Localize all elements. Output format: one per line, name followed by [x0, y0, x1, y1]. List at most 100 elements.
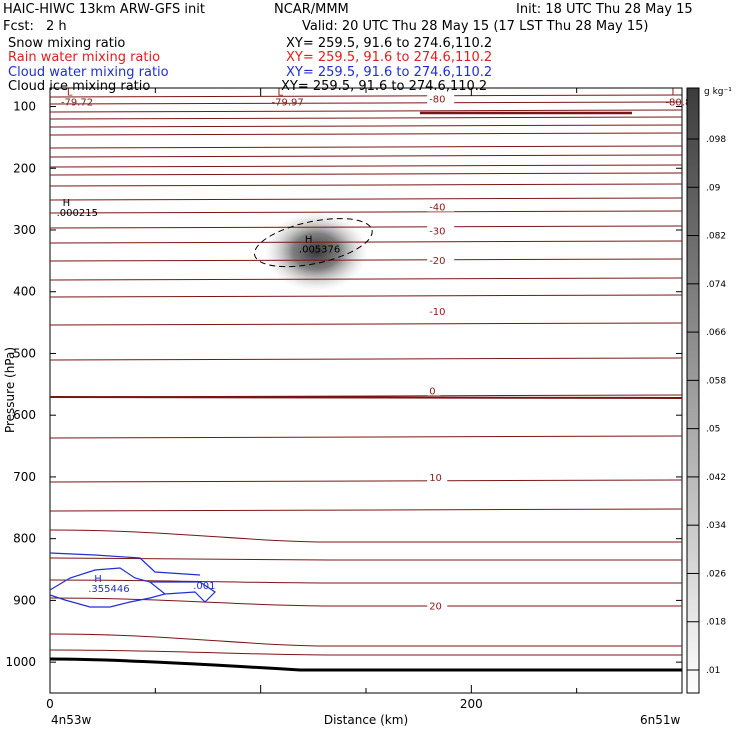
x-start-label: 4n53w [51, 713, 92, 727]
field-name-rain: Rain water mixing ratio [8, 50, 161, 65]
field-name-cloud-ice: Cloud ice mixing ratio [8, 79, 151, 94]
cloud-water-contour [150, 581, 216, 603]
field-xy-rain: XY= 259.5, 91.6 to 274.6,110.2 [286, 50, 493, 65]
marker-value: .355446 [88, 584, 129, 595]
y-tick-label: 200 [13, 161, 36, 175]
temperature-isotherm [49, 322, 683, 326]
colorbar-tick-label: .098 [706, 135, 726, 145]
temperature-isotherm [49, 101, 683, 105]
fcst-value: 2 h [46, 19, 67, 34]
field-xy-cloud-water: XY= 259.5, 91.6 to 274.6,110.2 [286, 65, 493, 80]
chart-title: HAIC-HIWC 13km ARW-GFS init [3, 2, 205, 17]
temperature-isotherm [49, 479, 683, 483]
y-tick-label: 400 [13, 285, 36, 299]
contour-label-bg [427, 254, 455, 266]
temperature-isotherm [49, 154, 683, 158]
contour-label-bg [427, 470, 448, 482]
temperature-isotherm [49, 116, 683, 120]
x-axis-label: Distance (km) [324, 713, 408, 727]
field-name-snow: Snow mixing ratio [8, 36, 126, 51]
colorbar-tick-label: .082 [706, 232, 726, 242]
cloud-water-contour [49, 552, 201, 576]
contour-label: -20 [429, 256, 445, 267]
contour-label: -30 [429, 227, 445, 238]
marker-letter: H [305, 234, 313, 245]
marker-letter: L [67, 87, 73, 98]
colorbar-tick-label: .018 [706, 618, 726, 628]
org-label: NCAR/MMM [274, 2, 349, 17]
contour-label: 10 [429, 473, 442, 484]
y-tick-label: 700 [13, 470, 36, 484]
temperature-isotherm [49, 183, 683, 187]
mixing-ratio-contours: .001 [49, 218, 373, 608]
cloud-water-contour-label: .001 [193, 581, 215, 592]
temperature-contours: -80 -40 -30 -20 -10 0 10 20 [49, 92, 683, 672]
temperature-isotherm [49, 109, 683, 113]
marker-value: .005376 [299, 244, 340, 255]
marker-value: -79.97 [272, 97, 304, 108]
temperature-isotherm [49, 277, 683, 281]
temperature-isotherm [49, 508, 683, 512]
temperature-isotherm [49, 258, 683, 262]
temperature-isotherm [49, 164, 683, 168]
temperature-isotherm-low [49, 633, 682, 647]
temperature-isotherm [49, 197, 683, 201]
y-tick-label: 1000 [5, 655, 36, 669]
temperature-isotherm [49, 240, 683, 244]
marker-letter: H [94, 574, 102, 585]
marker-letter: L [671, 87, 677, 98]
contour-label-bg [427, 304, 455, 316]
cloud-ice-contour [253, 218, 373, 268]
x-tick-label: 200 [460, 697, 483, 711]
y-tick-label: 100 [13, 100, 36, 114]
y-axis-label: Pressure (hPa) [3, 347, 17, 433]
x-axis: 0 200 [46, 88, 683, 711]
colorbar [686, 87, 700, 694]
marker-value: .000215 [57, 208, 98, 219]
cloud-ice-maximum [264, 211, 369, 292]
colorbar-ticks: .098 .09 .082 .074 .066 .058 .05 .042 .034 .026 .0… [687, 135, 726, 676]
y-tick-label: 300 [13, 223, 36, 237]
temperature-isotherm [49, 132, 683, 136]
field-name-cloud-water: Cloud water mixing ratio [8, 65, 169, 80]
terrain-line [49, 657, 682, 672]
temperature-isotherm [49, 124, 683, 128]
y-tick-label: 800 [13, 532, 36, 546]
temperature-isotherm-low [49, 579, 682, 584]
y-tick-label: 600 [13, 408, 36, 422]
colorbar-tick-label: .066 [706, 328, 726, 338]
contour-label-bg [427, 384, 441, 396]
plot-frame [49, 87, 683, 694]
temperature-isotherm-low [49, 597, 682, 607]
temperature-isotherm [49, 210, 683, 214]
marker-letter: L [278, 87, 284, 98]
valid-time: Valid: 20 UTC Thu 28 May 15 (17 LST Thu … [302, 19, 649, 34]
temperature-isotherm-low [49, 529, 682, 543]
marker-value: -80.84 [665, 97, 697, 108]
zero-degree-isotherm [49, 396, 683, 399]
y-tick-label: 900 [13, 593, 36, 607]
temperature-isotherm [49, 172, 683, 176]
contour-label: 0 [429, 387, 435, 398]
temperature-isotherm [49, 357, 683, 361]
field-xy-cloud-ice: XY= 259.5, 91.6 to 274.6,110.2 [281, 79, 488, 94]
x-tick-label: 0 [46, 697, 54, 711]
colorbar-unit: g kg⁻¹ [704, 87, 732, 97]
contour-label-bg [427, 224, 455, 236]
colorbar-tick-label: .09 [706, 183, 721, 193]
temperature-isotherm [49, 294, 683, 298]
colorbar-tick-label: .034 [706, 521, 726, 531]
colorbar-tick-label: .058 [706, 376, 726, 386]
temperature-isotherm-low [49, 649, 682, 656]
contour-label: -80 [429, 94, 445, 105]
colorbar-tick-label: .042 [706, 473, 726, 483]
colorbar-tick-label: .074 [706, 280, 726, 290]
field-xy-snow: XY= 259.5, 91.6 to 274.6,110.2 [286, 36, 493, 51]
temperature-isotherm-low [49, 557, 682, 561]
contour-label-bg [427, 200, 455, 212]
colorbar-tick-label: .05 [706, 425, 720, 435]
cloud-ice-shading [264, 211, 369, 292]
temperature-isotherm [49, 145, 683, 149]
